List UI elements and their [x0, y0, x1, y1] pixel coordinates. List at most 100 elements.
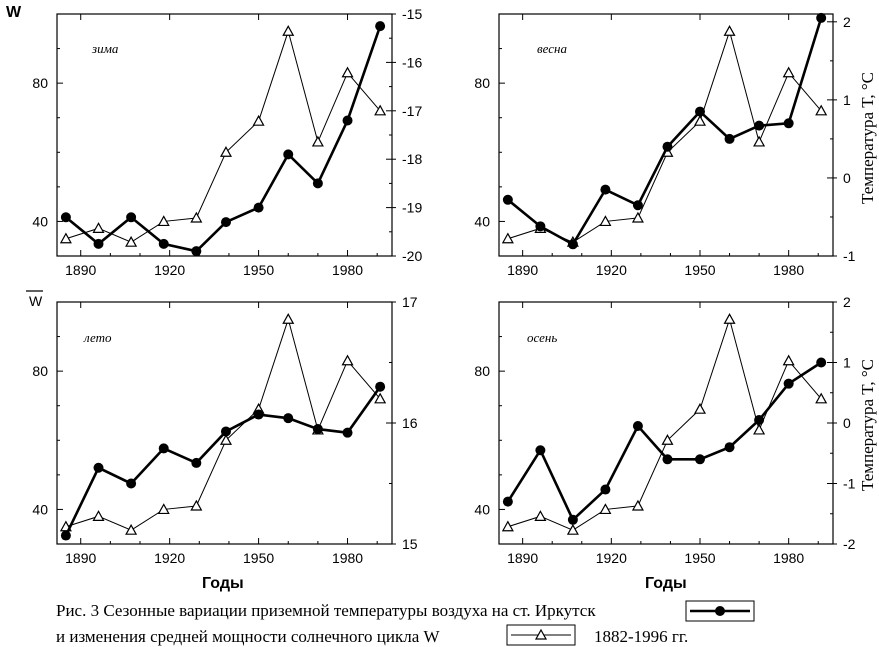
w-series-point: [753, 423, 766, 435]
w-series-point: [782, 66, 795, 78]
t-series-line: [65, 25, 382, 253]
w-tick-label: 80: [474, 75, 490, 91]
x-tick-label: 1890: [507, 262, 538, 278]
w-series-point: [661, 434, 674, 445]
w-tick-label: 80: [32, 75, 48, 91]
t-tick-label: -2: [843, 536, 856, 552]
w-axis-label-top: W: [6, 4, 22, 21]
t-series-point: [283, 413, 294, 424]
w-series-point: [157, 215, 170, 227]
w-tick-label: 40: [32, 501, 48, 517]
w-series-point: [341, 354, 354, 366]
w-series-point: [534, 510, 547, 521]
w-series-point: [92, 222, 105, 233]
x-tick-label: 1980: [332, 550, 363, 566]
w-tick-label: 80: [474, 363, 490, 379]
caption-years: 1882-1996 гг.: [594, 627, 688, 646]
t-tick-label: 17: [402, 294, 418, 310]
w-series-point: [631, 211, 644, 223]
w-series-point: [501, 232, 514, 244]
season-label: весна: [537, 41, 567, 56]
w-series-point: [815, 392, 828, 404]
w-series-point: [693, 114, 707, 126]
w-series-point: [125, 523, 138, 535]
caption-line-2: и изменения средней мощности солнечного …: [56, 627, 441, 646]
t-series-point: [93, 462, 104, 473]
t-tick-label: -18: [402, 151, 422, 167]
w-series-point: [282, 313, 295, 324]
x-tick-label: 1890: [507, 550, 538, 566]
t-series-point: [783, 378, 794, 389]
t-series-point: [342, 115, 353, 126]
season-label: лето: [83, 330, 112, 345]
t-series-line: [64, 385, 382, 537]
w-series-point: [631, 499, 644, 511]
t-tick-label: 1: [843, 92, 851, 108]
w-series-point: [157, 503, 170, 515]
t-series-point: [535, 445, 546, 456]
w-series-point: [599, 503, 612, 515]
t-series-point: [312, 424, 323, 435]
season-label: зима: [91, 41, 119, 56]
t-series-point: [567, 239, 578, 250]
w-series-point: [311, 135, 324, 147]
panel-bottom-left: 1890 1920 1950 1980 40 80 15 16 17 лето: [32, 294, 417, 566]
t-series-point: [93, 238, 104, 249]
t-series-point: [783, 118, 794, 129]
x-tick-label: 1950: [684, 550, 715, 566]
temperature-axis-label-bottom: Температура T, °С: [858, 359, 877, 491]
t-series-point: [567, 514, 578, 525]
caption-line-1: Рис. 3 Сезонные вариации приземной темпе…: [56, 601, 596, 620]
w-series-point: [341, 66, 354, 78]
x-tick-label: 1980: [773, 550, 804, 566]
t-series-point: [253, 409, 264, 420]
t-series-point: [724, 442, 735, 453]
w-series-point: [190, 499, 203, 511]
w-series-point: [92, 510, 105, 521]
panel-bottom-right: 1890 1920 1950 1980 40 80 -2 -1 0 1 2 осень: [474, 294, 855, 566]
w-series-point: [219, 146, 233, 157]
t-tick-label: 16: [402, 415, 418, 431]
t-series-point: [60, 530, 71, 541]
x-axis-label-right: Годы: [645, 575, 687, 592]
t-tick-label: 0: [843, 415, 851, 431]
legend-w-sample: [506, 624, 576, 646]
t-series-point: [600, 484, 611, 495]
w-series-point: [693, 402, 707, 414]
t-tick-label: -16: [402, 54, 422, 70]
t-series-point: [158, 443, 169, 454]
t-series-point: [342, 427, 353, 438]
w-series-point: [219, 434, 233, 445]
x-tick-label: 1950: [243, 550, 274, 566]
panel-top-left: 1890 1920 1950 1980 40 80 -20 -19 -18 -17 -16 -15 зи…: [32, 6, 422, 278]
w-tick-label: 40: [474, 501, 490, 517]
x-tick-label: 1920: [154, 262, 185, 278]
w-series-line: [65, 317, 381, 531]
x-tick-label: 1950: [243, 262, 274, 278]
w-tick-label: 80: [32, 363, 48, 379]
panel-top-right: 1890 1920 1950 1980 40 80 -1 0 1 2 весна: [474, 12, 856, 278]
w-series-point: [501, 520, 514, 532]
w-series-line: [507, 29, 822, 243]
t-tick-label: -17: [402, 103, 422, 119]
t-series-point: [816, 12, 827, 23]
temperature-axis-label-top: Температура T, °С: [858, 72, 877, 204]
t-series-point: [283, 149, 294, 160]
w-series-point: [252, 114, 265, 126]
t-tick-label: -19: [402, 200, 422, 216]
x-axis-label-left: Годы: [202, 575, 244, 592]
legend-temperature-sample: [685, 600, 755, 622]
w-series-point: [723, 313, 736, 324]
t-series-point: [632, 200, 643, 211]
w-series-point: [753, 135, 766, 147]
t-series-point: [724, 133, 735, 144]
w-series-point: [282, 25, 295, 36]
t-tick-label: -1: [843, 476, 856, 492]
t-series-point: [535, 221, 546, 232]
x-tick-label: 1920: [596, 262, 627, 278]
x-tick-label: 1890: [65, 262, 96, 278]
t-series-point: [662, 141, 673, 152]
t-series-point: [158, 238, 169, 249]
t-tick-label: 1: [843, 355, 851, 371]
